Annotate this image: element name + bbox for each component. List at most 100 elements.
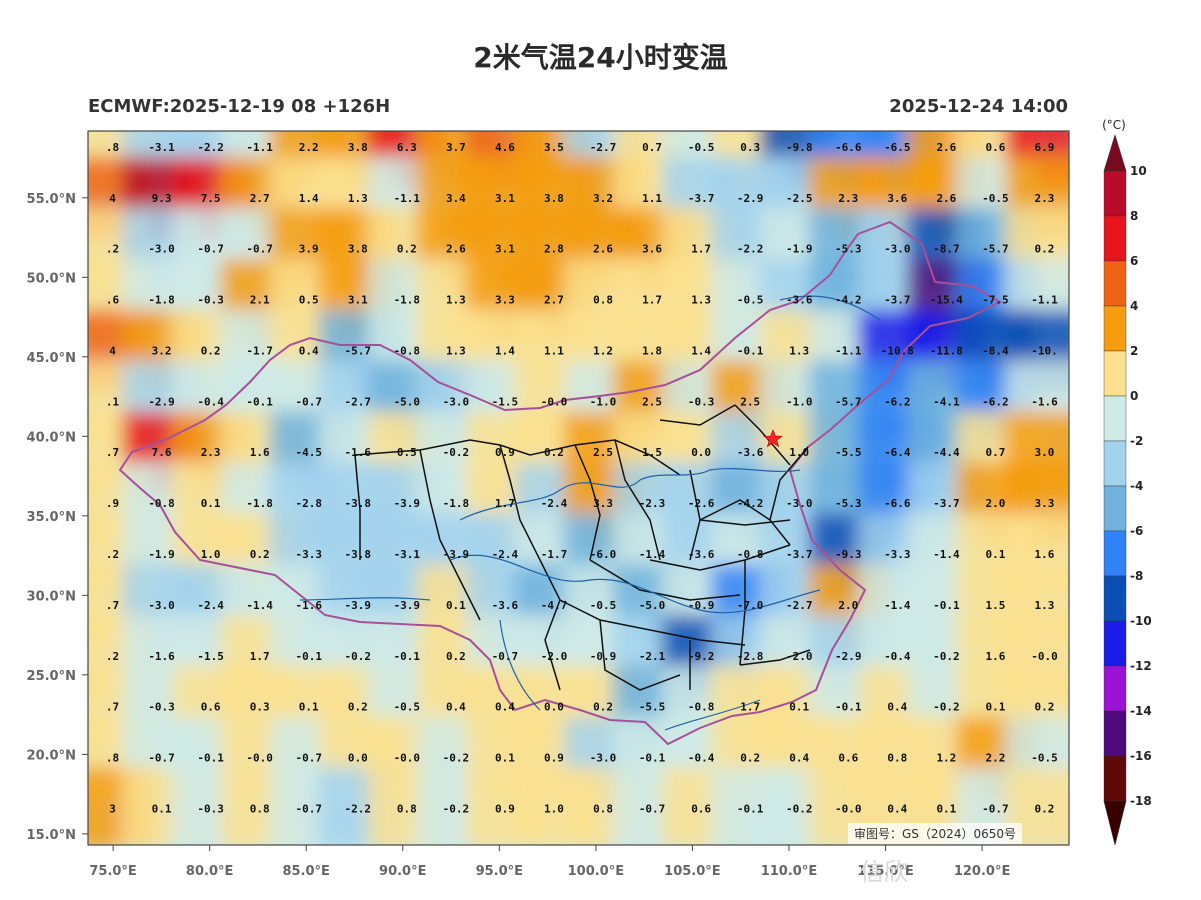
value-label: -0.0	[246, 752, 273, 765]
value-label: 0.2	[1035, 243, 1055, 256]
x-tick-label: 105.0°E	[664, 864, 721, 879]
value-label: 1.4	[299, 192, 319, 205]
colorbar: 10 8 6 4 2 0 -2 -4 -6 -8 -10 -12 -14 -16 -18	[1103, 133, 1152, 846]
value-label: -3.6	[786, 294, 813, 307]
value-label: -6.6	[835, 141, 862, 154]
value-label: 0.2	[593, 701, 613, 714]
chart-title: 2米气温24小时变温	[473, 41, 728, 74]
value-label: -1.4	[933, 548, 960, 561]
colorbar-swatch	[1103, 260, 1127, 307]
value-label: 0.4	[299, 344, 319, 357]
value-label: 1.0	[201, 548, 221, 561]
value-label: -0.2	[443, 752, 470, 765]
value-label: 1.3	[446, 294, 466, 307]
value-label: -6.2	[884, 395, 911, 408]
value-label: -0.9	[688, 599, 715, 612]
value-label: 3.1	[495, 243, 515, 256]
value-label: -0.1	[737, 802, 764, 815]
province-lines	[354, 404, 811, 691]
value-label: 3.8	[348, 243, 368, 256]
value-label: -2.4	[197, 599, 224, 612]
value-label: 2.2	[985, 752, 1005, 765]
value-label: 7.6	[152, 446, 172, 459]
colorbar-label: 10	[1130, 164, 1147, 178]
value-label: 0.2	[446, 650, 466, 663]
value-label: 0.8	[593, 294, 613, 307]
value-label: -2.4	[541, 497, 568, 510]
value-label: -3.0	[443, 395, 470, 408]
value-label: -5.3	[835, 243, 862, 256]
y-tick-label: 55.0°N	[27, 192, 76, 207]
value-label: 4	[109, 192, 116, 205]
value-label: -0.4	[884, 650, 911, 663]
value-label: -1.7	[246, 344, 273, 357]
value-label: -0.2	[933, 650, 960, 663]
value-label: -3.9	[394, 599, 421, 612]
value-label: 3.2	[593, 192, 613, 205]
value-label: 1.1	[642, 192, 662, 205]
value-label: -0.0	[835, 802, 862, 815]
value-label: -0.2	[443, 446, 470, 459]
beijing-star-icon	[763, 429, 783, 448]
value-label: .6	[106, 294, 120, 307]
y-tick-label: 40.0°N	[27, 430, 76, 445]
value-label: -1.1	[835, 344, 862, 357]
y-tick-label: 20.0°N	[27, 748, 76, 763]
value-label: 0.1	[985, 548, 1005, 561]
value-label: 0.2	[740, 752, 760, 765]
colorbar-swatch	[1103, 305, 1127, 352]
value-label: 0.2	[1035, 701, 1055, 714]
value-label: 7.5	[201, 192, 221, 205]
value-label: 3.1	[348, 294, 368, 307]
value-label: -5.5	[835, 446, 862, 459]
value-label: -9.3	[835, 548, 862, 561]
value-label: -3.3	[884, 548, 911, 561]
value-label: 2.8	[544, 243, 564, 256]
value-label: 2.6	[936, 141, 956, 154]
colorbar-label: -14	[1130, 704, 1152, 718]
value-label: 4	[109, 344, 116, 357]
value-label: -0.2	[443, 802, 470, 815]
value-label: -3.9	[394, 497, 421, 510]
value-label: 1.7	[495, 497, 515, 510]
value-label: .1	[106, 395, 120, 408]
value-label: -6.4	[884, 446, 911, 459]
value-label: 1.8	[642, 344, 662, 357]
value-label: -1.4	[639, 548, 666, 561]
value-label: -4.2	[835, 294, 862, 307]
x-tick-label: 100.0°E	[568, 864, 625, 879]
value-label: 0.1	[446, 599, 466, 612]
valid-time-label: 2025-12-24 14:00	[889, 96, 1068, 117]
value-label: -2.0	[786, 650, 813, 663]
value-label: .7	[106, 446, 119, 459]
value-label: -0.1	[835, 701, 862, 714]
value-label: 3.3	[1035, 497, 1055, 510]
value-label: -3.6	[688, 548, 715, 561]
value-label: -4.1	[933, 395, 960, 408]
value-label: -1.8	[246, 497, 273, 510]
value-label: 0.3	[250, 701, 270, 714]
value-label: -6.6	[884, 497, 911, 510]
value-label: -10.	[1031, 344, 1058, 357]
value-label: 0.8	[593, 802, 613, 815]
value-label: -0.7	[492, 650, 519, 663]
colorbar-swatch	[1103, 710, 1127, 757]
value-label: -4.2	[737, 497, 764, 510]
value-label: 2.3	[838, 192, 858, 205]
value-label: 2.0	[985, 497, 1005, 510]
value-label: -3.8	[345, 548, 372, 561]
colorbar-swatch	[1103, 215, 1127, 262]
value-label: -2.9	[737, 192, 764, 205]
value-label: -1.1	[394, 192, 421, 205]
value-label: 3.1	[495, 192, 515, 205]
value-label: 3.9	[299, 243, 319, 256]
value-label: 0.8	[397, 802, 417, 815]
value-label: -0.1	[197, 752, 224, 765]
value-label: 2.0	[838, 599, 858, 612]
value-label: -0.3	[148, 701, 175, 714]
value-label: 0.1	[936, 802, 956, 815]
value-label: -5.0	[394, 395, 421, 408]
value-label: -0.2	[786, 802, 813, 815]
plot-frame	[87, 130, 1070, 846]
